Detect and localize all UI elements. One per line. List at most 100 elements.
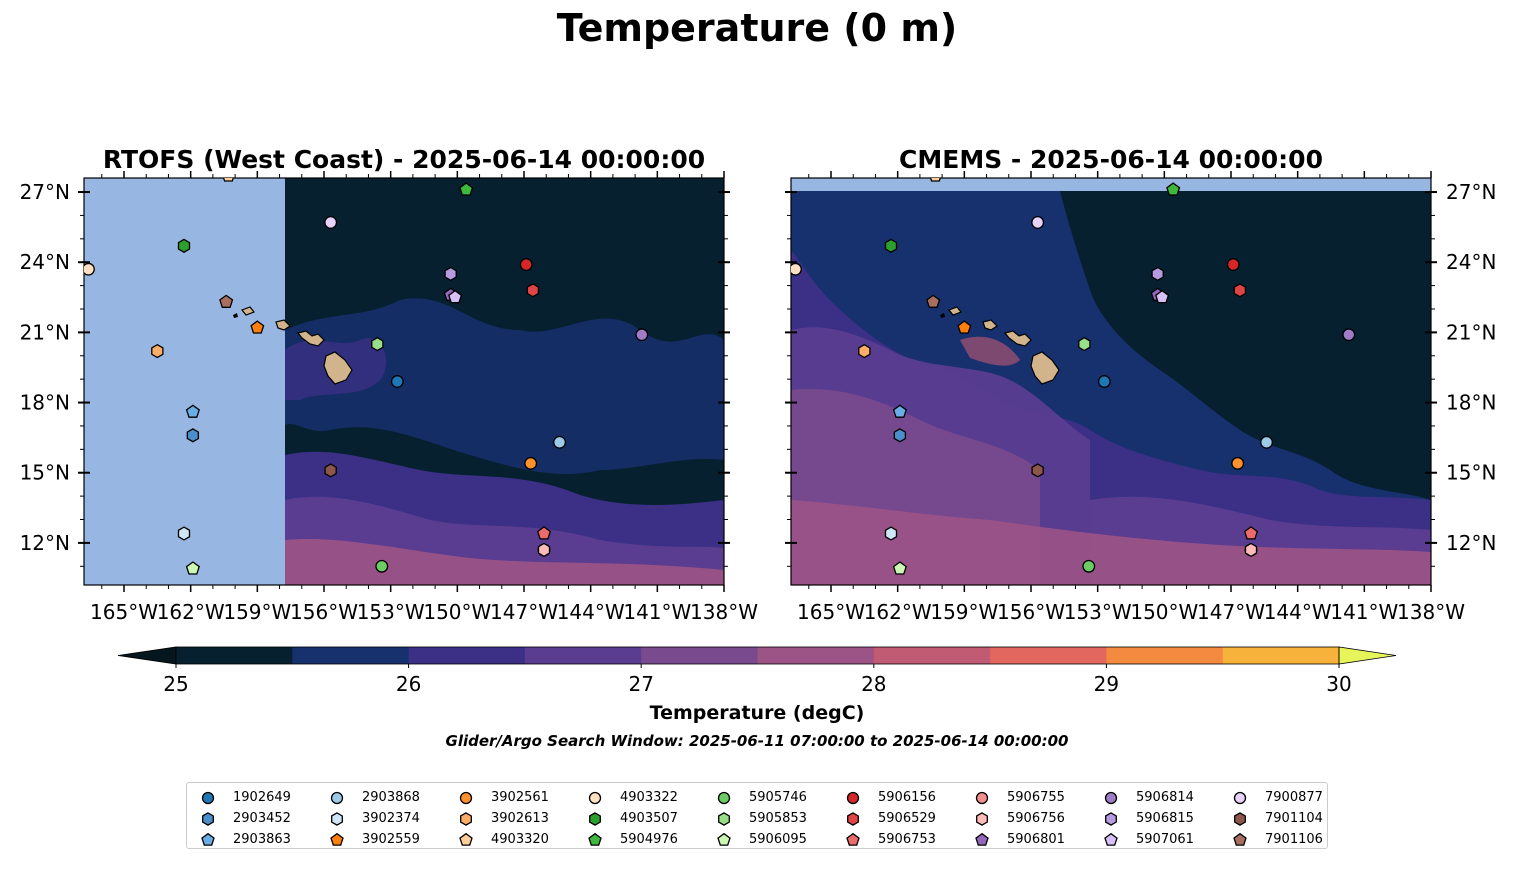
cmems-temperature-field <box>791 178 1431 585</box>
panel-rtofs: RTOFS (West Coast) - 2025-06-14 00:00:00… <box>20 145 759 624</box>
x-tick-label: 138°W <box>1397 600 1465 624</box>
legend-entry: 3902561 <box>455 787 549 808</box>
float-marker-4903320 <box>929 178 941 182</box>
legend-entry: 2903452 <box>197 808 291 829</box>
legend: 1902649 2903452 2903863 2903868 3902374 39025… <box>186 782 1328 849</box>
legend-column: 5906814 5906815 5907061 <box>1100 787 1194 850</box>
legend-entry: 5906801 <box>971 829 1065 850</box>
legend-marker-7901104 <box>1234 811 1246 826</box>
legend-marker-1902649 <box>201 791 215 804</box>
legend-marker-icon <box>717 791 731 804</box>
legend-entry: 4903507 <box>584 808 678 829</box>
x-tick-label: 159°W <box>930 600 998 624</box>
float-marker-4903507 <box>884 238 898 253</box>
float-marker-5905853 <box>1078 336 1091 352</box>
legend-entry: 3902613 <box>455 808 549 829</box>
y-tick-label: 21°N <box>1446 320 1496 344</box>
y-tick-label: 12°N <box>20 531 70 555</box>
legend-marker-icon <box>846 791 860 804</box>
float-marker-5906529 <box>1233 283 1247 298</box>
legend-entry: 4903320 <box>455 829 549 850</box>
legend-label: 5907061 <box>1136 832 1194 847</box>
legend-entry: 5906755 <box>971 787 1065 808</box>
legend-label: 2903452 <box>233 811 291 826</box>
x-tick-label: 150°W <box>423 600 491 624</box>
y-tick-label: 24°N <box>1446 250 1496 274</box>
legend-label: 3902613 <box>491 811 549 826</box>
legend-marker-icon <box>718 811 730 826</box>
legend-marker-7901106 <box>1233 832 1247 846</box>
colorbar-label: Temperature (degC) <box>650 702 865 724</box>
float-marker-5906756 <box>537 542 551 558</box>
legend-marker-icon <box>976 811 988 826</box>
colorbar-segment <box>176 647 293 664</box>
legend-label: 5906801 <box>1007 832 1065 847</box>
colorbar-segment <box>408 647 526 664</box>
legend-entry: 7901106 <box>1229 829 1323 850</box>
float-marker-2903863 <box>892 404 907 418</box>
legend-column: 5905746 5905853 5906095 <box>713 787 807 850</box>
float-marker-4903322 <box>84 262 95 276</box>
x-tick-label: 138°W <box>690 600 758 624</box>
legend-column: 2903868 3902374 3902559 <box>326 787 420 850</box>
legend-label: 3902374 <box>362 811 420 826</box>
legend-entry: 5904976 <box>584 829 678 850</box>
float-marker-4903507 <box>177 238 191 253</box>
float-marker-4903320 <box>222 178 234 182</box>
float-marker-3902374 <box>884 526 898 541</box>
legend-marker-icon <box>331 811 343 826</box>
legend-marker-4903322 <box>588 791 602 804</box>
legend-label: 2903863 <box>233 832 291 847</box>
legend-entry: 3902374 <box>326 808 420 829</box>
x-tick-label: 156°W <box>997 600 1065 624</box>
float-marker-2903452 <box>186 428 200 443</box>
float-marker-5907061 <box>448 289 463 304</box>
legend-entry: 5906095 <box>713 829 807 850</box>
y-tick-label: 21°N <box>20 320 70 344</box>
float-marker-3902613 <box>858 343 871 359</box>
float-marker-5906814 <box>635 328 649 342</box>
legend-entry: 7901104 <box>1229 808 1323 829</box>
legend-label: 5906756 <box>1007 811 1065 826</box>
legend-marker-icon <box>1233 832 1247 846</box>
legend-entry: 5906814 <box>1100 787 1194 808</box>
x-tick-label: 153°W <box>357 600 425 624</box>
float-marker-7901104 <box>324 463 337 478</box>
legend-column: 5906755 5906756 5906801 <box>971 787 1065 850</box>
y-tick-label: 27°N <box>1446 180 1496 204</box>
colorbar-tick-label: 28 <box>861 672 886 696</box>
y-tick-label: 12°N <box>1446 531 1496 555</box>
legend-marker-2903868 <box>330 791 344 804</box>
colorbar-tick-label: 26 <box>396 672 421 696</box>
float-marker-5906095 <box>185 561 200 575</box>
legend-marker-5906755 <box>975 791 989 804</box>
legend-label: 5906815 <box>1136 811 1194 826</box>
legend-entry: 5905853 <box>713 808 807 829</box>
float-marker-4903322 <box>791 262 802 276</box>
colorbar-under-extend <box>117 646 177 665</box>
x-tick-label: 159°W <box>223 600 291 624</box>
y-tick-label: 18°N <box>20 391 70 415</box>
legend-entry: 2903863 <box>197 829 291 850</box>
legend-marker-icon <box>1234 811 1246 826</box>
legend-entry: 1902649 <box>197 787 291 808</box>
legend-label: 1902649 <box>233 790 291 805</box>
colorbar-segment <box>1222 647 1340 664</box>
legend-label: 5905853 <box>749 811 807 826</box>
legend-entry: 2903868 <box>326 787 420 808</box>
float-marker-3902374 <box>177 526 191 541</box>
legend-column: 4903322 4903507 5904976 <box>584 787 678 850</box>
float-marker-1902649 <box>1097 375 1111 388</box>
float-marker-3902613 <box>151 343 164 359</box>
x-tick-label: 162°W <box>864 600 932 624</box>
float-marker-5906814 <box>1342 328 1356 342</box>
panel-title-rtofs: RTOFS (West Coast) - 2025-06-14 00:00:00 <box>103 145 705 174</box>
legend-marker-5907061 <box>1104 832 1118 846</box>
float-marker-5905746 <box>1082 559 1096 573</box>
x-tick-label: 162°W <box>157 600 225 624</box>
x-tick-label: 147°W <box>1197 600 1265 624</box>
y-tick-label: 15°N <box>20 461 70 485</box>
legend-entry: 5906156 <box>842 787 936 808</box>
float-marker-5906753 <box>536 526 552 540</box>
